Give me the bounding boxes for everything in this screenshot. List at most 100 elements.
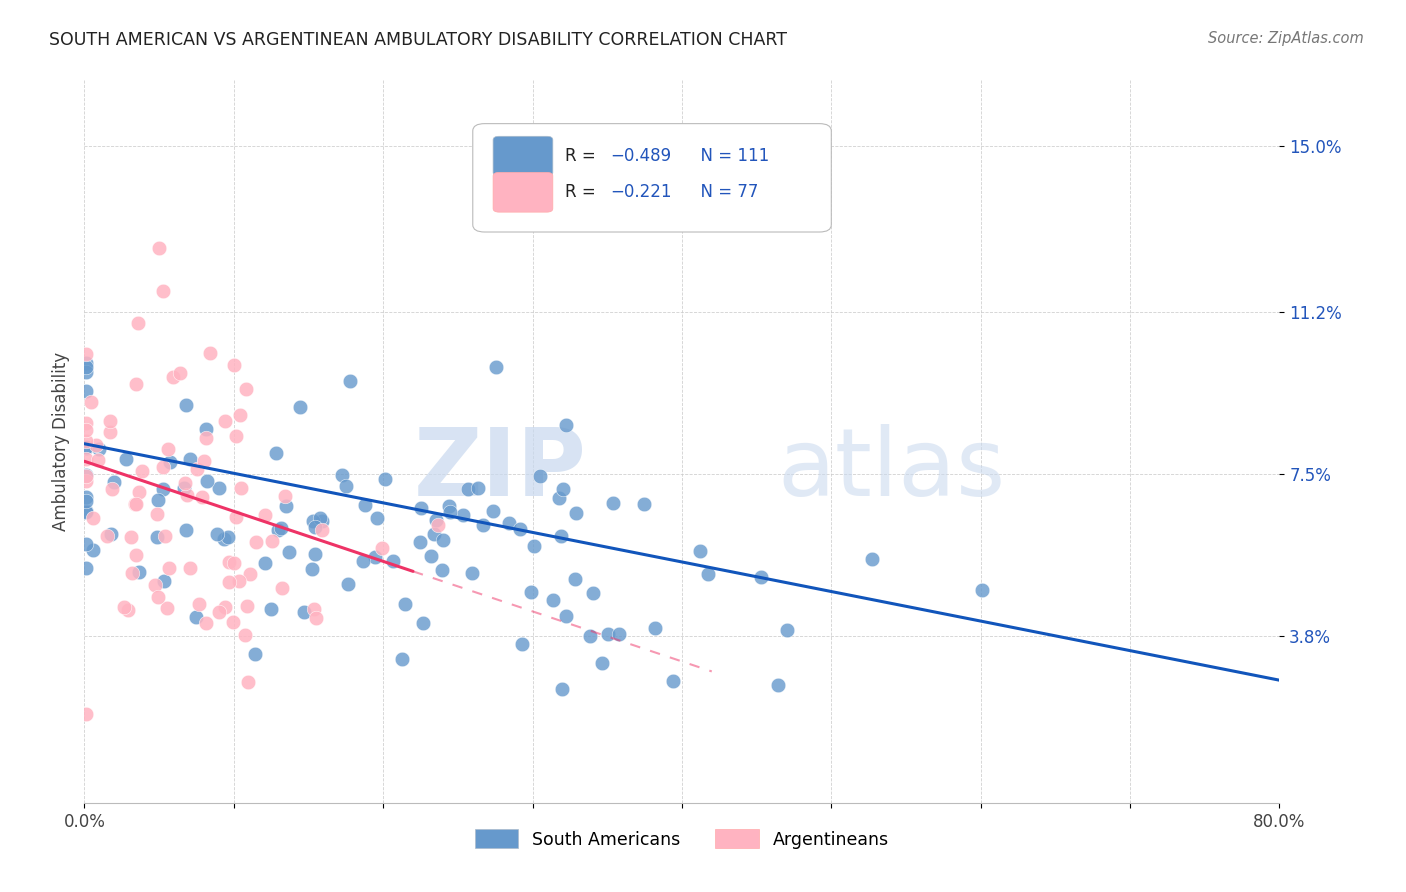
FancyBboxPatch shape bbox=[494, 172, 553, 212]
Point bbox=[555, 608, 578, 623]
Point bbox=[394, 597, 416, 611]
Point bbox=[579, 629, 602, 643]
Point bbox=[75, 493, 97, 508]
Text: ZIP: ZIP bbox=[413, 425, 586, 516]
Point bbox=[775, 623, 797, 637]
Point bbox=[75, 561, 97, 575]
Point bbox=[75, 706, 97, 721]
Text: R =: R = bbox=[565, 147, 600, 165]
Point bbox=[157, 442, 180, 457]
Point bbox=[278, 545, 301, 559]
Point bbox=[337, 577, 360, 591]
Point bbox=[96, 529, 118, 543]
Text: N = 77: N = 77 bbox=[690, 183, 759, 202]
Point bbox=[564, 506, 586, 520]
Point bbox=[86, 438, 108, 452]
Point bbox=[309, 511, 332, 525]
Point bbox=[229, 409, 252, 423]
Point bbox=[254, 557, 277, 571]
Point bbox=[510, 637, 533, 651]
Point bbox=[75, 359, 97, 374]
Point bbox=[174, 476, 197, 491]
Point bbox=[217, 530, 239, 544]
Point bbox=[169, 367, 191, 381]
Point bbox=[564, 572, 586, 586]
Point bbox=[228, 574, 250, 589]
Point bbox=[125, 497, 148, 511]
Point bbox=[339, 374, 361, 388]
Point bbox=[330, 468, 353, 483]
Point bbox=[457, 482, 479, 496]
Point bbox=[127, 317, 149, 331]
Point bbox=[236, 599, 259, 614]
Point bbox=[461, 566, 484, 580]
Point bbox=[125, 548, 148, 562]
Text: R =: R = bbox=[565, 183, 600, 202]
Point bbox=[366, 511, 388, 525]
Point bbox=[188, 597, 211, 611]
Point bbox=[157, 560, 180, 574]
Point bbox=[972, 583, 994, 598]
Point bbox=[143, 577, 166, 591]
Point bbox=[87, 442, 110, 456]
Point bbox=[288, 400, 311, 414]
Point bbox=[131, 464, 153, 478]
Point bbox=[112, 600, 135, 615]
FancyBboxPatch shape bbox=[472, 124, 831, 232]
Point bbox=[304, 520, 326, 534]
Point bbox=[271, 581, 294, 595]
Point bbox=[152, 284, 174, 298]
Point bbox=[432, 563, 454, 577]
Point bbox=[270, 521, 292, 535]
Point bbox=[550, 529, 572, 543]
Point bbox=[117, 603, 139, 617]
Point bbox=[382, 554, 405, 568]
Point bbox=[75, 491, 97, 505]
Point bbox=[311, 523, 333, 537]
Point bbox=[195, 615, 218, 630]
Point bbox=[198, 346, 221, 360]
Point bbox=[245, 535, 267, 549]
Point bbox=[75, 452, 97, 467]
Point bbox=[214, 414, 236, 428]
FancyBboxPatch shape bbox=[494, 136, 553, 176]
Text: atlas: atlas bbox=[778, 425, 1005, 516]
Point bbox=[153, 529, 176, 543]
Point bbox=[371, 541, 394, 556]
Text: −0.489: −0.489 bbox=[610, 147, 671, 165]
Point bbox=[79, 394, 101, 409]
Point bbox=[335, 479, 357, 493]
Point bbox=[467, 481, 489, 495]
Point bbox=[391, 651, 413, 665]
Point bbox=[551, 482, 574, 496]
Point bbox=[75, 384, 97, 399]
Point bbox=[662, 673, 685, 688]
Point bbox=[301, 514, 323, 528]
Point bbox=[304, 547, 326, 561]
Point bbox=[292, 605, 315, 619]
Point bbox=[260, 534, 283, 549]
Point bbox=[484, 359, 506, 374]
Point bbox=[115, 452, 138, 467]
Point bbox=[75, 416, 97, 430]
Point bbox=[75, 468, 97, 483]
Point bbox=[425, 513, 447, 527]
Point bbox=[103, 475, 125, 490]
Point bbox=[186, 610, 208, 624]
Point bbox=[225, 428, 247, 442]
Point bbox=[194, 431, 217, 445]
Point bbox=[128, 565, 150, 579]
Point bbox=[152, 482, 174, 496]
Point bbox=[523, 539, 546, 553]
Point bbox=[607, 627, 630, 641]
Point bbox=[305, 611, 328, 625]
Point bbox=[221, 615, 243, 629]
Point bbox=[100, 414, 122, 428]
Point bbox=[153, 574, 176, 589]
Point bbox=[174, 524, 197, 538]
Point bbox=[472, 518, 495, 533]
Point bbox=[82, 542, 104, 557]
Point bbox=[146, 507, 169, 521]
Point bbox=[224, 556, 246, 570]
Point bbox=[128, 484, 150, 499]
